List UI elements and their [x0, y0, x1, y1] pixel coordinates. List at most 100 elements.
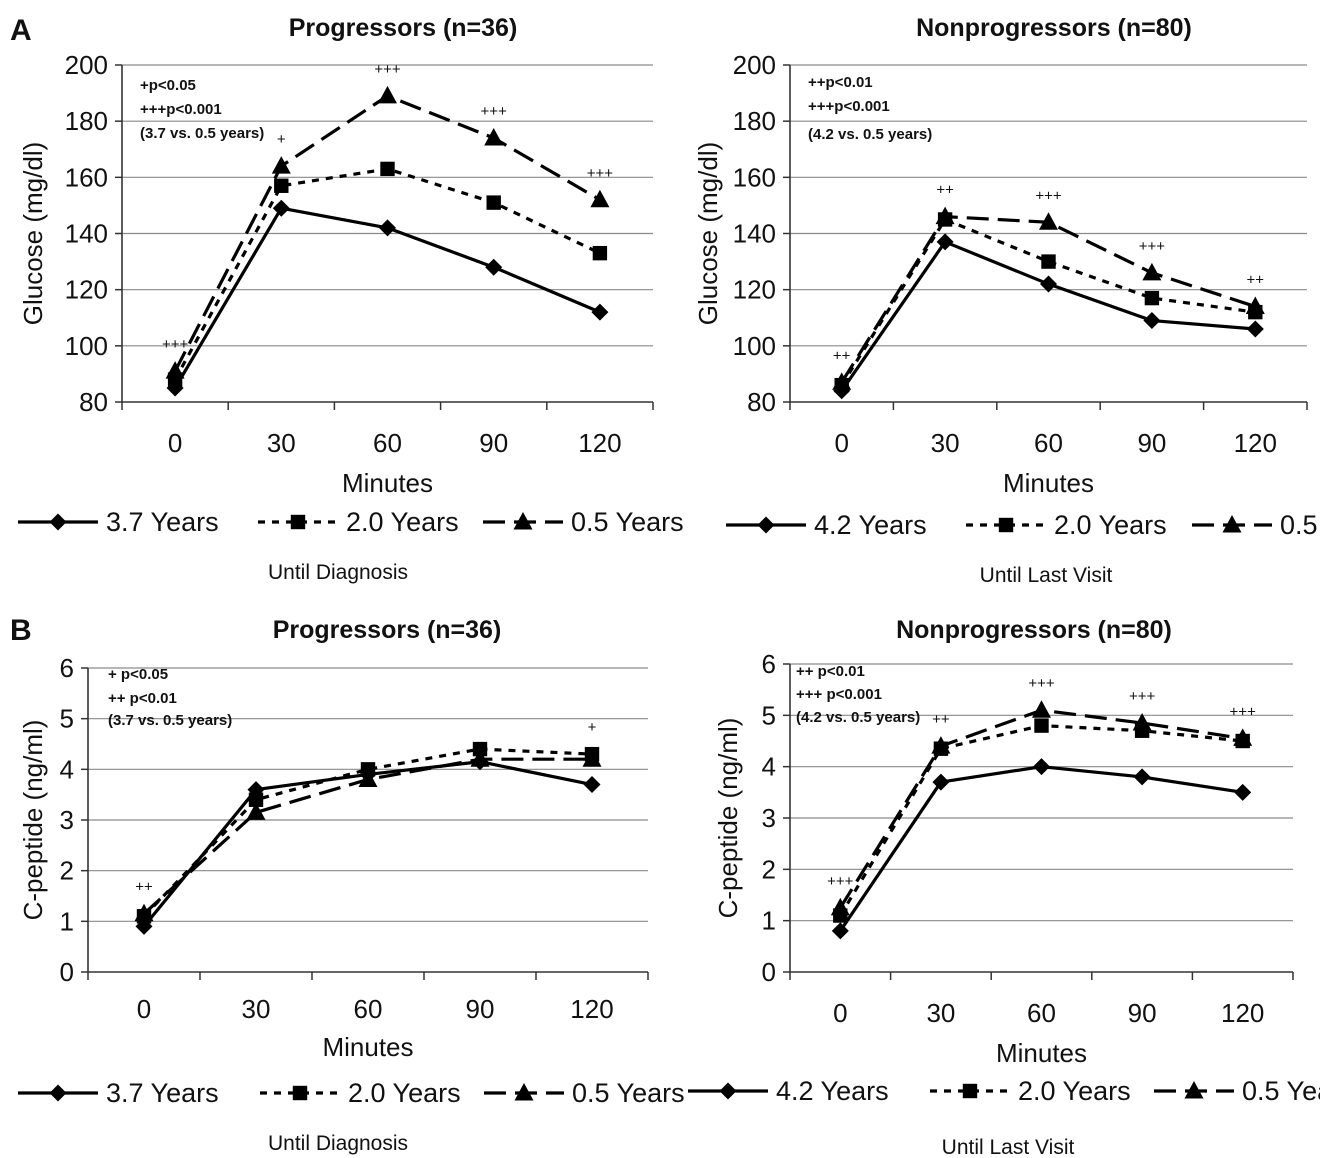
panel-a-letter: A: [10, 14, 32, 47]
data-point-triangle: [271, 156, 291, 174]
data-point-square: [360, 762, 376, 777]
y-tick-label: 200: [733, 50, 776, 80]
x-tick-label: 90: [1128, 998, 1157, 1028]
legend-marker-triangle: [513, 512, 533, 530]
significance-note: +++ p<0.001: [796, 686, 882, 703]
significance-marker: +++: [162, 336, 189, 353]
legend-label: 0.5 Years: [571, 507, 684, 537]
data-point-triangle: [484, 128, 504, 146]
chart-panel-1: Progressors (n=36) 80 100 120 140 160 180 200 0 3…: [18, 14, 684, 584]
data-point-diamond: [1246, 320, 1264, 338]
data-point-triangle: [832, 372, 852, 390]
significance-note: ++ p<0.01: [108, 690, 177, 707]
significance-marker: ++: [833, 347, 851, 364]
x-axis-title: Minutes: [1003, 468, 1094, 498]
y-axis-title: C-peptide (ng/ml): [18, 720, 48, 921]
y-tick-label: 160: [65, 162, 108, 192]
y-tick-label: 180: [733, 106, 776, 136]
legend-label: 3.7 Years: [106, 507, 219, 537]
legend-marker-diamond: [49, 513, 67, 531]
significance-marker: +: [277, 131, 286, 148]
data-point-triangle: [1132, 713, 1152, 731]
y-tick-label: 4: [762, 752, 776, 782]
legend-label: 3.7 Years: [106, 1078, 219, 1108]
significance-marker: ++: [932, 711, 950, 728]
y-tick-label: 3: [762, 803, 776, 833]
legend-label: 2.0 Years: [346, 507, 459, 537]
legend-marker-square: [292, 1085, 308, 1101]
legend-marker-diamond: [719, 1082, 737, 1100]
significance-marker: ++: [135, 879, 153, 896]
data-point-triangle: [1142, 262, 1162, 281]
x-tick-label: 90: [479, 428, 508, 458]
significance-note: ++ p<0.01: [796, 663, 865, 680]
legend-label: 2.0 Years: [1054, 510, 1167, 540]
legend-marker-square: [962, 1083, 978, 1099]
series-line-triangle: [838, 708, 1243, 909]
chart-title: Nonprogressors (n=80): [916, 14, 1192, 42]
data-point-triangle: [590, 189, 610, 208]
data-point-triangle: [1039, 212, 1058, 230]
significance-marker: ++: [1247, 272, 1265, 289]
data-point-triangle: [830, 897, 850, 916]
significance-note: +p<0.05: [140, 77, 196, 94]
y-tick-label: 5: [60, 704, 74, 734]
legend-label: 4.2 Years: [814, 510, 927, 540]
x-tick-label: 0: [833, 998, 847, 1028]
data-point-diamond: [936, 233, 954, 251]
y-tick-label: 0: [762, 957, 776, 987]
legend-label: 0.5 Years: [1242, 1076, 1320, 1106]
data-point-triangle: [470, 749, 490, 767]
data-point-triangle: [1233, 728, 1253, 746]
x-tick-label: 120: [578, 428, 621, 458]
significance-marker: +++: [1230, 703, 1257, 720]
significance-marker: +++: [481, 103, 508, 120]
x-tick-label: 0: [834, 428, 848, 458]
data-point-triangle: [1032, 700, 1051, 718]
significance-marker: ++: [936, 182, 954, 199]
data-point-diamond: [932, 773, 950, 791]
data-point-square: [592, 245, 608, 261]
significance-marker: +++: [1028, 675, 1055, 692]
y-tick-label: 5: [762, 700, 776, 730]
panel-b-letter: B: [10, 614, 32, 647]
legend-marker-square: [290, 514, 306, 530]
y-tick-label: 6: [60, 653, 74, 683]
data-point-diamond: [379, 219, 396, 237]
legend-caption: Until Diagnosis: [268, 561, 408, 584]
y-tick-label: 120: [733, 275, 776, 305]
y-tick-label: 1: [60, 906, 74, 936]
data-point-diamond: [272, 199, 290, 217]
data-point-triangle: [358, 769, 378, 787]
data-point-square: [472, 741, 488, 757]
legend-label: 0.5 Years: [1280, 510, 1320, 540]
significance-note: +++p<0.001: [808, 98, 890, 115]
legend-marker-triangle: [1184, 1081, 1204, 1099]
y-tick-label: 140: [65, 219, 108, 249]
y-tick-label: 1: [762, 906, 776, 936]
significance-note: + p<0.05: [108, 666, 168, 683]
significance-note: +++p<0.001: [140, 101, 222, 118]
data-point-triangle: [246, 802, 266, 820]
data-point-diamond: [583, 776, 601, 794]
data-point-diamond: [591, 303, 609, 321]
significance-note: (4.2 vs. 0.5 years): [796, 709, 920, 726]
data-point-diamond: [485, 258, 503, 276]
legend-marker-triangle: [514, 1083, 534, 1101]
series-line-diamond: [838, 765, 1243, 932]
x-tick-label: 30: [242, 994, 271, 1024]
y-tick-label: 80: [79, 387, 108, 417]
data-point-triangle: [582, 749, 602, 767]
y-tick-label: 3: [60, 805, 74, 835]
y-tick-label: 4: [60, 754, 74, 784]
significance-note: (3.7 vs. 0.5 years): [140, 125, 264, 142]
chart-title: Nonprogressors (n=80): [896, 616, 1172, 644]
y-tick-label: 200: [65, 50, 108, 80]
x-axis-title: Minutes: [322, 1032, 413, 1062]
legend-caption: Until Diagnosis: [268, 1132, 408, 1155]
chart-title: Progressors (n=36): [273, 616, 502, 644]
series-line-square: [838, 723, 1243, 917]
y-axis-title: Glucose (mg/dl): [18, 142, 48, 326]
legend-label: 0.5 Years: [572, 1078, 685, 1108]
y-tick-label: 6: [762, 649, 776, 679]
